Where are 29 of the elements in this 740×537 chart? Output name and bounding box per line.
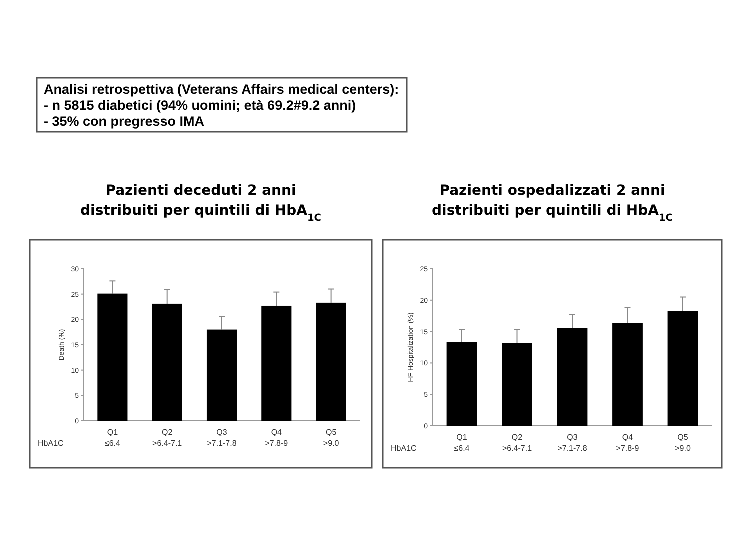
bar — [316, 302, 346, 421]
bar — [262, 306, 292, 421]
bar — [98, 294, 128, 421]
bar — [446, 342, 478, 426]
x-tick-label: Q1 ≤6.4 — [454, 433, 470, 453]
x-tick-label: Q5 >9.0 — [323, 428, 340, 448]
x-tick-label: Q3 >7.1-7.8 — [558, 433, 588, 453]
bar — [612, 323, 643, 426]
chart-subtitle: distribuiti per quintili di HbA$_{1C}$ — [432, 203, 673, 224]
chart-title: Pazienti deceduti 2 anni — [106, 183, 296, 199]
x-tick-label: Q5 >9.0 — [675, 433, 692, 453]
bar — [668, 311, 698, 426]
text: Analisi retrospettiva (Veterans Affairs medical centers): — [44, 82, 400, 97]
bar — [152, 304, 182, 421]
bar — [206, 330, 238, 421]
x-tick-label: Q2 >6.4-7.1 — [502, 433, 533, 453]
x-axis-title: HbA1C — [38, 439, 64, 448]
x-tick-label: Q1 ≤6.4 — [104, 428, 121, 448]
chart-title: Pazienti ospedalizzati 2 anni — [440, 183, 666, 199]
x-tick-label: Q2 >6.4-7.1 — [152, 428, 183, 448]
bar — [502, 343, 532, 426]
x-tick-label: Q4 >7.8-9 — [616, 433, 640, 453]
text: - n 5815 diabetici (94% uomini; età 69.2#9.2 anni) — [44, 98, 356, 113]
text: - 35% con pregresso IMA — [44, 114, 205, 129]
chart-subtitle: distribuiti per quintili di HbA$_{1C}$ — [80, 203, 322, 224]
bar — [557, 328, 588, 426]
x-tick-label: Q4 >7.8-9 — [265, 428, 289, 448]
x-axis-title: HbA1C — [391, 444, 418, 453]
x-tick-label: Q3 >7.1-7.8 — [207, 428, 238, 448]
